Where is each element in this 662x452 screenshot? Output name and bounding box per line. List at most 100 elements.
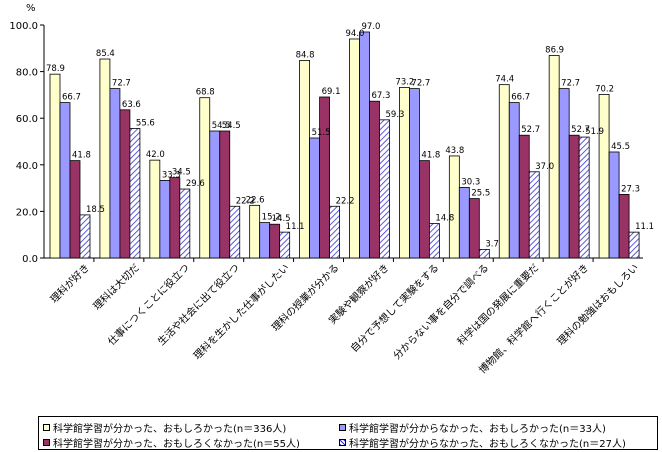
- data-label-s3-7: 14.8: [435, 214, 454, 224]
- legend-label-2: 科学館学習が分かった、おもしろくなかった(n＝55人): [53, 439, 300, 450]
- data-label-s1-5: 51.5: [312, 128, 331, 138]
- category-labels: 理科が好き 理科は大切だ仕事につくことに役立つ生活や社会に出て役立つ理科を生かした…: [47, 261, 641, 376]
- data-label-s3-5: 22.2: [336, 196, 355, 206]
- data-label-s0-9: 74.4: [495, 75, 514, 85]
- data-label-s1-10: 72.7: [561, 79, 580, 89]
- data-label-s1-1: 72.7: [112, 79, 131, 89]
- data-label-s2-4: 14.5: [272, 214, 291, 224]
- data-label-s0-2: 42.0: [146, 150, 165, 160]
- legend-item-1: 科学館学習が分からなかった、おもしろかった(n＝33人): [339, 420, 606, 435]
- bar-s1-1: [109, 88, 121, 259]
- category-label-11: 理科の勉強はおもしろい: [554, 261, 641, 348]
- data-label-s1-6: 97.0: [362, 22, 381, 32]
- category-label-8: 分からない事を自分で調べる: [390, 261, 491, 362]
- bar-s2-2: [169, 177, 181, 259]
- bar-s2-10: [568, 134, 580, 259]
- bar-s3-10: [578, 136, 590, 259]
- bar-s3-4: [279, 231, 291, 259]
- bar-s3-2: [179, 188, 191, 259]
- axes: 0.0 20.0 40.0 60.0 80.0 100.0: [9, 21, 643, 265]
- category-label-9: 科学は国の発展に重要だ: [454, 261, 541, 348]
- bar-s3-7: [429, 223, 440, 259]
- legend-label-0: 科学館学習が分かった、おもしろかった(n＝336人): [53, 424, 287, 435]
- data-label-s3-8: 3.7: [485, 239, 499, 249]
- data-label-s3-3: 22.2: [236, 196, 255, 206]
- data-label-s2-7: 41.8: [421, 151, 440, 161]
- data-label-s0-10: 86.9: [545, 46, 564, 56]
- data-label-s3-6: 59.3: [386, 110, 405, 120]
- data-label-s0-1: 85.4: [96, 49, 115, 59]
- y-tick-label: 20.0: [16, 207, 38, 218]
- bar-s1-8: [458, 187, 470, 259]
- legend-swatch-1: [339, 424, 346, 431]
- legend-swatch-3: [339, 439, 346, 446]
- bar-s3-9: [528, 171, 540, 259]
- data-label-s0-8: 43.8: [445, 146, 464, 156]
- legend-label-3: 科学館学習が分からなかった、おもしろくなかった(n＝27人): [349, 439, 626, 450]
- data-label-s3-11: 11.1: [635, 222, 654, 232]
- data-label-s1-8: 30.3: [461, 177, 480, 187]
- bar-s0-3: [199, 97, 211, 259]
- bar-s2-9: [518, 134, 530, 259]
- bar-s2-6: [369, 100, 380, 259]
- bar-s0-11: [598, 94, 610, 259]
- data-label-s2-2: 34.5: [172, 168, 191, 178]
- bar-s2-0: [69, 160, 81, 259]
- bar-s1-0: [59, 102, 71, 259]
- bar-s3-3: [229, 205, 241, 259]
- bar-s1-10: [558, 88, 570, 259]
- y-tick-label: 60.0: [16, 114, 38, 125]
- bar-s3-6: [379, 119, 390, 259]
- data-label-s0-3: 68.8: [196, 88, 215, 98]
- bar-s1-5: [309, 137, 320, 259]
- data-label-s3-4: 11.1: [286, 222, 305, 232]
- legend-item-0: 科学館学習が分かった、おもしろかった(n＝336人): [43, 420, 286, 435]
- data-label-s2-10: 52.7: [571, 125, 590, 135]
- data-label-s0-5: 84.8: [296, 50, 315, 60]
- y-tick-label: 100.0: [9, 21, 38, 32]
- data-label-s0-0: 78.9: [46, 64, 65, 74]
- bar-s0-2: [149, 159, 161, 259]
- bar-s2-8: [468, 198, 480, 259]
- data-label-s2-0: 41.8: [72, 151, 91, 161]
- bar-s3-11: [628, 231, 640, 259]
- category-label-3: 生活や社会に出て役立つ: [155, 261, 242, 348]
- category-label-7: 自分で予想して実験をする: [348, 261, 442, 355]
- bar-s0-0: [49, 73, 61, 259]
- legend-label-1: 科学館学習が分からなかった、おもしろかった(n＝33人): [349, 424, 606, 435]
- data-label-s1-3: 54.5: [212, 121, 231, 131]
- bar-s1-2: [159, 180, 171, 259]
- category-label-1: 理科は大切だ: [90, 261, 142, 313]
- bar-s1-3: [209, 130, 221, 259]
- bar-s2-7: [419, 160, 430, 259]
- bar-s0-8: [448, 155, 460, 259]
- data-label-s2-5: 69.1: [322, 87, 341, 97]
- bar-s3-1: [129, 128, 141, 259]
- bar-s3-5: [329, 205, 340, 259]
- legend-swatch-2: [43, 439, 50, 446]
- data-label-s1-0: 66.7: [62, 93, 81, 103]
- data-label-s2-3: 54.5: [222, 121, 241, 131]
- bar-s2-5: [319, 96, 330, 259]
- bar-s1-6: [359, 31, 370, 259]
- bar-s2-1: [119, 109, 131, 259]
- data-label-s2-11: 27.3: [621, 184, 640, 194]
- legend: 科学館学習が分かった、おもしろかった(n＝336人) 科学館学習が分からなかった…: [38, 416, 658, 450]
- bar-s0-6: [349, 38, 360, 259]
- data-label-s2-1: 63.6: [122, 100, 141, 110]
- category-label-4: 理科を生かした仕事がしたい: [191, 261, 292, 362]
- y-axis-unit: %: [26, 3, 36, 14]
- bar-s2-4: [269, 223, 281, 259]
- bar-s0-4: [249, 204, 261, 259]
- legend-item-3: 科学館学習が分からなかった、おもしろくなかった(n＝27人): [339, 435, 626, 450]
- bar-s1-7: [409, 88, 420, 259]
- category-label-10: 博物館、科学館へ行くことが好き: [476, 261, 591, 376]
- y-tick-label: 0.0: [22, 254, 38, 265]
- bar-s1-9: [508, 102, 520, 259]
- data-label-s2-8: 25.5: [471, 189, 490, 199]
- data-label-s1-9: 66.7: [511, 93, 530, 103]
- category-label-0: 理科が好き: [47, 261, 92, 306]
- bar-s0-9: [498, 84, 510, 259]
- data-label-s1-2: 33.3: [162, 170, 181, 180]
